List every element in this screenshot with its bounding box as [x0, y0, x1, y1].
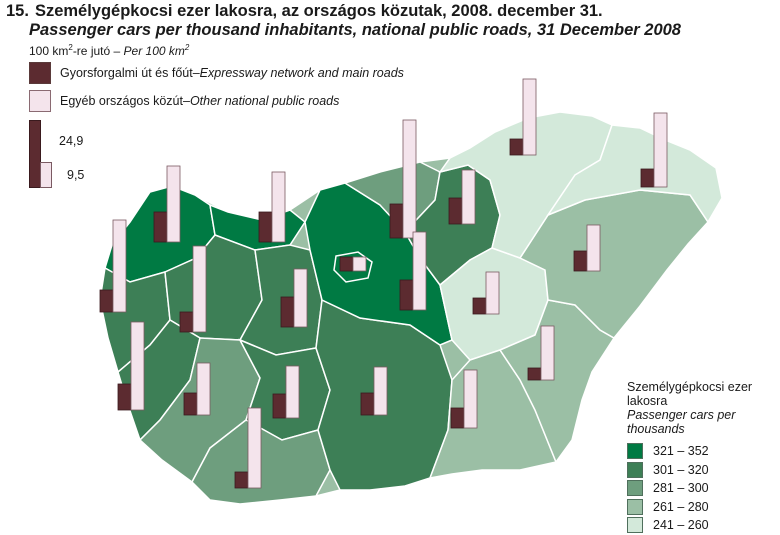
county-bar-expressway: [573, 250, 588, 272]
county-bar-expressway: [527, 367, 542, 381]
county-bar-expressway: [258, 211, 273, 243]
class-label: 301 – 320: [653, 462, 709, 477]
county-bar-other-roads: [192, 245, 207, 333]
bar-scale-high: [29, 120, 41, 188]
county-bar-other-roads: [285, 365, 300, 419]
county-bar-expressway: [234, 471, 249, 489]
county-bar-other-roads: [522, 78, 537, 156]
county-bar-expressway: [339, 256, 354, 272]
county-bar-expressway: [448, 197, 463, 225]
legend-other-roads: Egyéb országos közút – Other national pu…: [29, 90, 339, 112]
county-bar-other-roads: [247, 407, 262, 489]
county-bar-other-roads: [540, 325, 555, 381]
county-bar-expressway: [280, 296, 295, 328]
class-swatch: [627, 443, 643, 460]
county-bar-expressway: [153, 211, 168, 243]
legend-expressway-en: Expressway network and main roads: [199, 66, 404, 80]
county-bar-expressway: [179, 311, 194, 333]
county-bar-other-roads: [352, 256, 367, 272]
bar-scale-low-label: 9,5: [67, 168, 85, 182]
county-bar-expressway: [183, 392, 198, 416]
county-bar-other-roads: [373, 366, 388, 416]
unit-en-sup: 2: [184, 43, 190, 52]
unit-hu: 100 km: [29, 44, 69, 58]
county-bar-expressway: [389, 203, 404, 239]
county-bar-expressway: [399, 279, 414, 311]
class-label: 261 – 280: [653, 499, 709, 514]
map-title: 15. Személygépkocsi ezer lakosra, az orsz…: [6, 2, 603, 21]
class-item: 241 – 260: [627, 516, 709, 535]
county-bar-other-roads: [293, 268, 308, 328]
county-bar-other-roads: [130, 321, 145, 411]
county-bar-other-roads: [112, 219, 127, 313]
legend-expressway-sep: –: [192, 66, 200, 80]
class-label: 241 – 260: [653, 518, 709, 533]
title-number: 15.: [6, 2, 29, 20]
class-legend-title-en: Passenger cars per thousands: [627, 408, 736, 436]
county-bar-expressway: [272, 393, 287, 419]
county-bar-other-roads: [402, 119, 417, 239]
unit-en: Per 100 km2: [123, 43, 190, 58]
legend-other-hu: Egyéb országos közút: [60, 94, 183, 108]
legend-expressway: Gyorsforgalmi út és főút – Expressway ne…: [29, 62, 404, 84]
county-bar-expressway: [640, 168, 655, 188]
county-bar-other-roads: [463, 369, 478, 429]
unit-label: 100 km2-re jutó – Per 100 km2: [29, 43, 189, 58]
class-item: 261 – 280: [627, 498, 709, 517]
county-bar-expressway: [509, 138, 524, 156]
bar-scale-low: [40, 162, 52, 188]
title-hu: Személygépkocsi ezer lakosra, az országo…: [34, 2, 603, 20]
county-bar-other-roads: [461, 169, 476, 225]
class-label: 321 – 352: [653, 444, 709, 459]
county-bar-expressway: [450, 407, 465, 429]
class-swatch: [627, 461, 643, 478]
unit-en-text: Per 100 km: [123, 44, 185, 58]
legend-other-sep: –: [183, 94, 190, 108]
county-bar-other-roads: [271, 171, 286, 243]
county-bar-other-roads: [485, 271, 500, 315]
class-swatch: [627, 517, 643, 534]
county-bar-other-roads: [412, 231, 427, 311]
unit-sep: -re jutó –: [72, 44, 124, 58]
unit-sup: 2: [68, 43, 73, 52]
class-legend-title: Személygépkocsi ezer lakosra Passenger c…: [627, 380, 777, 436]
county-szabolcs-szatmar-bereg: [546, 124, 723, 224]
county-bar-other-roads: [586, 224, 601, 272]
class-legend: 321 – 352 301 – 320 281 – 300 261 – 280 …: [627, 442, 709, 535]
county-bar-other-roads: [653, 112, 668, 188]
map-subtitle: Passenger cars per thousand inhabitants,…: [29, 21, 681, 39]
legend-swatch-expressway: [29, 62, 51, 84]
legend-swatch-other: [29, 90, 51, 112]
class-item: 321 – 352: [627, 442, 709, 461]
legend-other-en: Other national public roads: [189, 94, 340, 108]
county-bar-expressway: [117, 383, 132, 411]
county-bar-other-roads: [166, 165, 181, 243]
class-item: 301 – 320: [627, 461, 709, 480]
bar-scale-high-label: 24,9: [59, 134, 84, 148]
class-swatch: [627, 480, 643, 497]
county-bar-expressway: [360, 392, 375, 416]
legend-expressway-hu: Gyorsforgalmi út és főút: [60, 66, 193, 80]
county-bar-other-roads: [196, 362, 211, 416]
class-legend-title-hu: Személygépkocsi ezer lakosra: [627, 380, 753, 408]
county-bar-expressway: [99, 289, 114, 313]
county-csongrad: [428, 349, 558, 479]
county-bar-expressway: [472, 297, 487, 315]
class-item: 281 – 300: [627, 479, 709, 498]
class-label: 281 – 300: [653, 481, 709, 496]
class-swatch: [627, 498, 643, 515]
bar-scale-legend: 24,9 9,5: [29, 120, 129, 190]
